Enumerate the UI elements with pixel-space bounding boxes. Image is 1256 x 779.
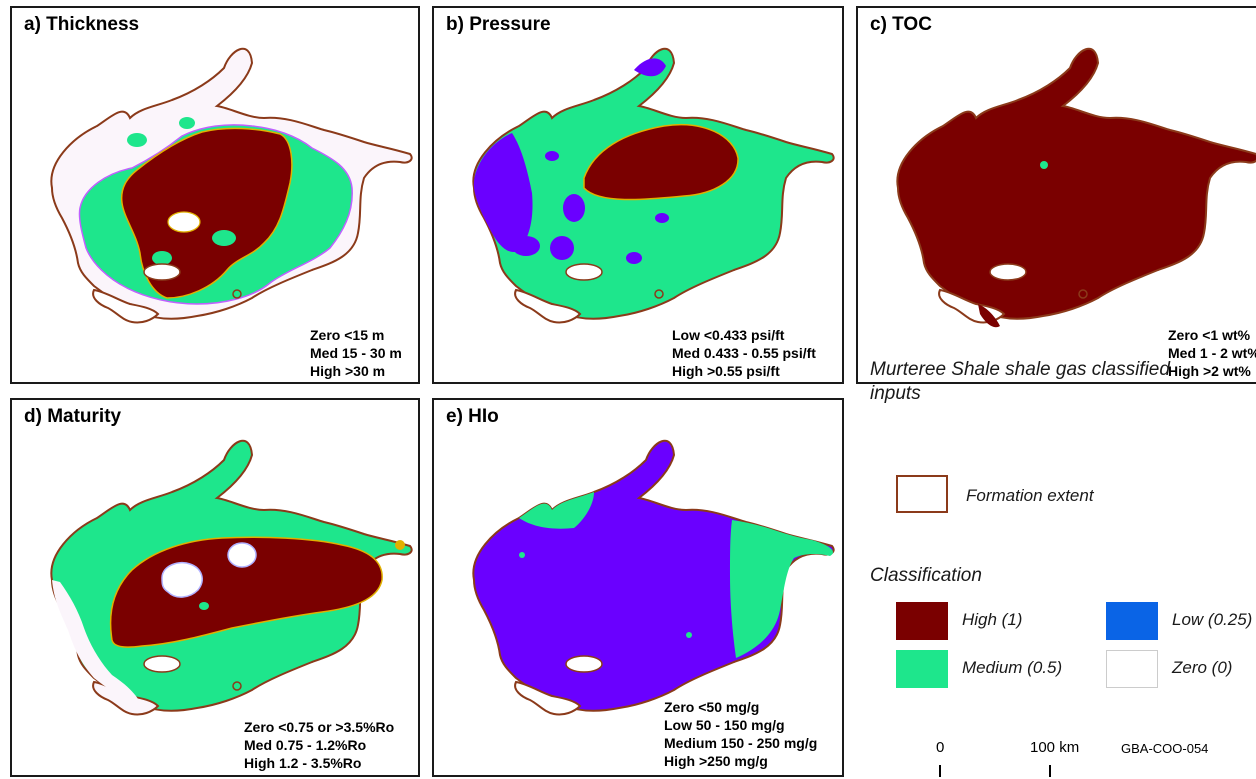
scale-bar [939, 765, 1051, 777]
panel-thickness: a) Thickness Zero <15 m Med 15 - 30 m Hi… [10, 6, 420, 384]
panel-maturity: d) Maturity Zero <0.75 or >3.5%Ro Med 0.… [10, 398, 420, 777]
label-high: High (1) [962, 610, 1023, 629]
panel-toc: c) TOC Zero <1 wt% Med 1 - 2 wt% High >2… [856, 6, 1256, 384]
scale-start-label: 0 [936, 739, 945, 756]
legend-line: High 1.2 - 3.5%Ro [244, 755, 362, 771]
scale-end-label: 100 km [1030, 739, 1080, 756]
formation-extent-swatch [896, 475, 948, 513]
legend-line: Med 0.75 - 1.2%Ro [244, 737, 367, 753]
legend-line: Zero <15 m [310, 327, 385, 343]
legend-line: Med 15 - 30 m [310, 345, 402, 361]
legend-line: Medium 150 - 250 mg/g [664, 735, 818, 751]
legend-line: Med 0.433 - 0.55 psi/ft [672, 345, 816, 361]
pressure-map [472, 47, 835, 324]
panel-title: a) Thickness [24, 14, 140, 35]
map-legend: Murteree Shale shale gas classified inpu… [870, 355, 1256, 777]
figure-code: GBA-COO-054 [1121, 741, 1209, 756]
legend-line: High >250 mg/g [664, 753, 768, 769]
legend-line: High >2 wt% [1168, 363, 1251, 379]
legend-line: Zero <0.75 or >3.5%Ro [244, 719, 395, 735]
legend-line: Low 50 - 150 mg/g [664, 717, 785, 733]
hio-map [472, 439, 835, 716]
panel-legend: Zero <1 wt% Med 1 - 2 wt% High >2 wt% [1168, 326, 1256, 380]
legend-title: Murteree Shale shale gas classified inpu… [870, 359, 1170, 404]
legend-line: Low <0.433 psi/ft [672, 327, 785, 343]
thickness-map [50, 47, 413, 324]
legend-line: Zero <50 mg/g [664, 699, 760, 715]
swatch-low [1106, 602, 1158, 640]
label-medium: Medium (0.5) [962, 658, 1063, 677]
panel-title: e) HIo [446, 406, 499, 427]
legend-line: Zero <1 wt% [1168, 327, 1251, 343]
panel-title: c) TOC [870, 14, 932, 35]
toc-map [896, 47, 1256, 328]
legend-line: High >0.55 psi/ft [672, 363, 780, 379]
panel-hio: e) HIo Zero <50 mg/g Low 50 - 150 mg/g M… [432, 398, 844, 777]
panel-pressure: b) Pressure Low <0.433 psi/ft Med 0.433 … [432, 6, 844, 384]
formation-extent-label: Formation extent [966, 486, 1094, 505]
panel-title: d) Maturity [24, 406, 122, 427]
panel-legend: Zero <15 m Med 15 - 30 m High >30 m [310, 326, 402, 380]
panel-title: b) Pressure [446, 14, 551, 35]
swatch-high [896, 602, 948, 640]
classification-title: Classification [870, 565, 982, 586]
legend-line: Med 1 - 2 wt% [1168, 345, 1256, 361]
label-low: Low (0.25) [1172, 610, 1253, 629]
panel-legend: Zero <0.75 or >3.5%Ro Med 0.75 - 1.2%Ro … [244, 718, 394, 772]
swatch-zero [1106, 650, 1158, 688]
legend-line: High >30 m [310, 363, 386, 379]
panel-legend: Low <0.433 psi/ft Med 0.433 - 0.55 psi/f… [672, 326, 816, 380]
maturity-map [50, 439, 413, 716]
panel-legend: Zero <50 mg/g Low 50 - 150 mg/g Medium 1… [664, 698, 817, 770]
swatch-medium [896, 650, 948, 688]
label-zero: Zero (0) [1172, 658, 1233, 677]
